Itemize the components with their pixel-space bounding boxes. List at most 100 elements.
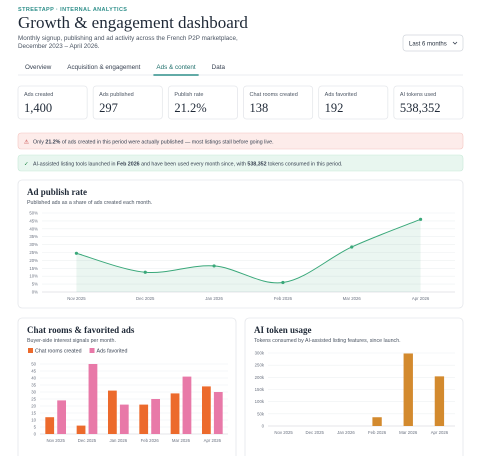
page-title: Growth & engagement dashboard <box>18 13 248 32</box>
x-tick-label: Apr 2026 <box>204 438 222 443</box>
alert-success <box>17 154 464 172</box>
y-tick-label: 15% <box>29 266 38 271</box>
kpi-card <box>393 85 464 120</box>
chart-title: Ad publish rate <box>27 187 87 197</box>
bar <box>107 390 117 434</box>
kpi-value: 297 <box>99 101 118 115</box>
y-tick-label: 0 <box>34 432 37 437</box>
line-area <box>76 219 421 292</box>
kpi-label: Ads created <box>24 92 53 98</box>
legend-swatch <box>28 348 33 353</box>
bar <box>434 376 445 426</box>
x-tick-label: Dec 2025 <box>306 430 325 435</box>
y-tick-label: 250k <box>255 363 265 368</box>
bar <box>88 364 98 434</box>
y-tick-label: 25% <box>29 250 38 255</box>
y-tick-label: 300k <box>255 351 265 356</box>
chart-card <box>17 317 237 456</box>
alert-text-segment: 538,352 <box>247 162 266 168</box>
alert-text-segment: 21.2% <box>45 140 60 146</box>
legend-swatch <box>89 348 95 353</box>
x-tick-label: Dec 2025 <box>78 438 97 443</box>
y-tick-label: 10 <box>31 418 36 423</box>
alert-icon: ✓ <box>24 162 29 168</box>
line-point <box>212 264 216 268</box>
subtitle: Monthly signup, publishing and ad activi… <box>18 35 238 42</box>
alert-text-segment: Only <box>33 140 45 146</box>
tab[interactable]: Acquisition & engagement <box>67 64 140 71</box>
line-point <box>74 251 79 255</box>
y-tick-label: 50 <box>31 362 36 367</box>
range-select[interactable] <box>402 34 464 52</box>
y-tick-label: 5 <box>34 425 37 430</box>
kpi-value: 138 <box>250 101 269 115</box>
x-tick-label: Nov 2025 <box>274 430 293 435</box>
kpi-label: Chat rooms created <box>250 92 298 98</box>
y-tick-label: 25 <box>31 397 36 402</box>
line-point <box>281 280 285 285</box>
y-tick-label: 40% <box>29 226 38 231</box>
x-tick-label: Jan 2026 <box>109 438 127 443</box>
legend-label: Ads favorited <box>97 349 128 355</box>
kpi-value: 1,400 <box>24 101 52 115</box>
chart-subtitle: Tokens consumed by AI-assisted listing f… <box>254 338 401 344</box>
tab[interactable]: Overview <box>25 64 52 71</box>
tab[interactable]: Ads & content <box>156 64 195 71</box>
x-tick-label: Feb 2026 <box>368 430 387 435</box>
subtitle: December 2023 – April 2026. <box>18 43 100 50</box>
alert-warning <box>17 132 464 150</box>
y-tick-label: 0% <box>32 290 38 295</box>
y-tick-label: 30 <box>31 390 36 395</box>
tab[interactable]: Data <box>212 64 226 71</box>
kpi-card <box>167 85 238 120</box>
x-tick-label: Apr 2026 <box>412 296 430 301</box>
y-tick-label: 20 <box>31 404 36 409</box>
alert-icon: ⚠ <box>24 139 30 146</box>
x-tick-label: Jan 2026 <box>337 430 355 435</box>
alert-text-segment: Feb 2026 <box>117 162 140 168</box>
alert-text-segment: of ads created in this period were actua… <box>60 140 273 146</box>
kpi-value: 21.2% <box>174 101 206 115</box>
y-tick-label: 45% <box>29 218 38 223</box>
x-tick-label: Mar 2026 <box>399 430 418 435</box>
alert-text-segment: AI-assisted listing tools launched in <box>33 162 117 168</box>
kpi-value: 192 <box>325 101 344 115</box>
eyebrow: STREETAPP · INTERNAL ANALYTICS <box>18 7 127 13</box>
bar <box>119 404 129 434</box>
x-tick-label: Mar 2026 <box>172 438 191 443</box>
y-tick-label: 200k <box>255 375 265 380</box>
x-tick-label: Mar 2026 <box>343 296 362 301</box>
y-tick-label: 50k <box>257 411 265 416</box>
bar <box>57 400 67 434</box>
y-tick-label: 45 <box>31 369 36 374</box>
x-tick-label: Nov 2025 <box>67 296 86 301</box>
kpi-card <box>318 85 389 120</box>
line-point <box>143 270 147 274</box>
bar <box>170 393 180 434</box>
x-tick-label: Feb 2026 <box>274 296 293 301</box>
bar <box>201 386 211 434</box>
y-tick-label: 20% <box>29 258 38 263</box>
kpi-label: Ads favorited <box>325 92 357 98</box>
y-tick-label: 5% <box>32 282 38 287</box>
range-select-label: Last 6 months <box>409 42 447 48</box>
x-tick-label: Nov 2025 <box>46 438 65 443</box>
bar <box>403 353 413 426</box>
legend-label: Chat rooms created <box>35 349 82 355</box>
line <box>76 218 421 284</box>
chart-subtitle: Published ads as a share of ads created … <box>27 200 152 206</box>
kpi-label: Ads published <box>99 92 134 98</box>
y-tick-label: 150k <box>255 387 265 392</box>
chart-title: Chat rooms & favorited ads <box>27 325 135 335</box>
y-tick-label: 35% <box>29 234 38 239</box>
bar <box>45 417 55 434</box>
y-tick-label: 15 <box>31 411 36 416</box>
line-point <box>418 217 423 221</box>
alert-text: AI-assisted listing tools launched in Fe… <box>33 162 343 168</box>
alert-text-segment: tokens consumed in this period. <box>267 162 343 168</box>
bar <box>139 404 149 434</box>
y-tick-label: 40 <box>31 376 36 381</box>
line-point <box>350 245 354 249</box>
bar <box>182 376 192 434</box>
